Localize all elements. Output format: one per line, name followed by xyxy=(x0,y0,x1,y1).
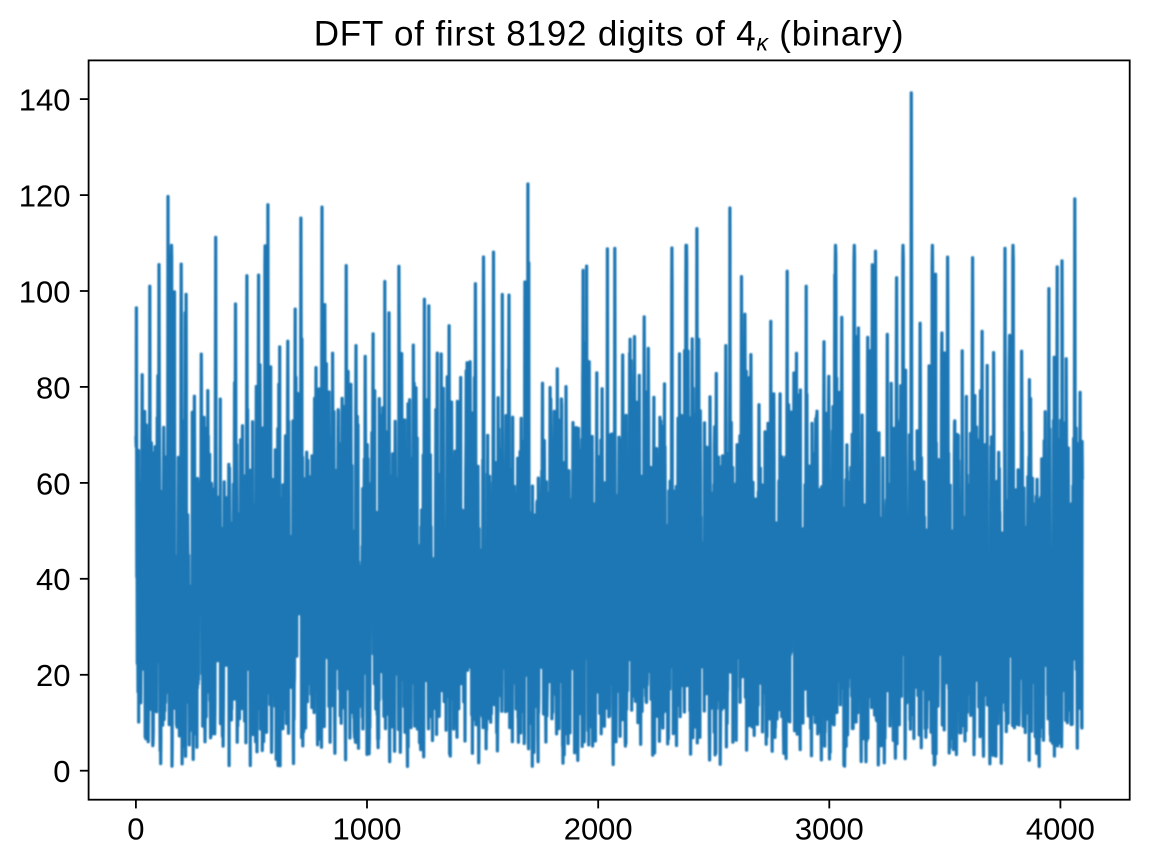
svg-text:0: 0 xyxy=(127,811,144,846)
svg-text:1000: 1000 xyxy=(333,811,402,846)
svg-text:20: 20 xyxy=(36,658,70,693)
svg-text:2000: 2000 xyxy=(564,811,633,846)
svg-text:120: 120 xyxy=(19,179,71,214)
svg-text:0: 0 xyxy=(53,754,70,789)
svg-text:4000: 4000 xyxy=(1026,811,1095,846)
svg-text:60: 60 xyxy=(36,466,70,501)
svg-text:40: 40 xyxy=(36,562,70,597)
svg-text:100: 100 xyxy=(19,274,71,309)
svg-text:140: 140 xyxy=(19,83,71,118)
svg-text:3000: 3000 xyxy=(795,811,864,846)
svg-text:80: 80 xyxy=(36,370,70,405)
svg-text:DFT of first 8192 digits of 4κ: DFT of first 8192 digits of 4κ (binary) xyxy=(314,15,905,56)
